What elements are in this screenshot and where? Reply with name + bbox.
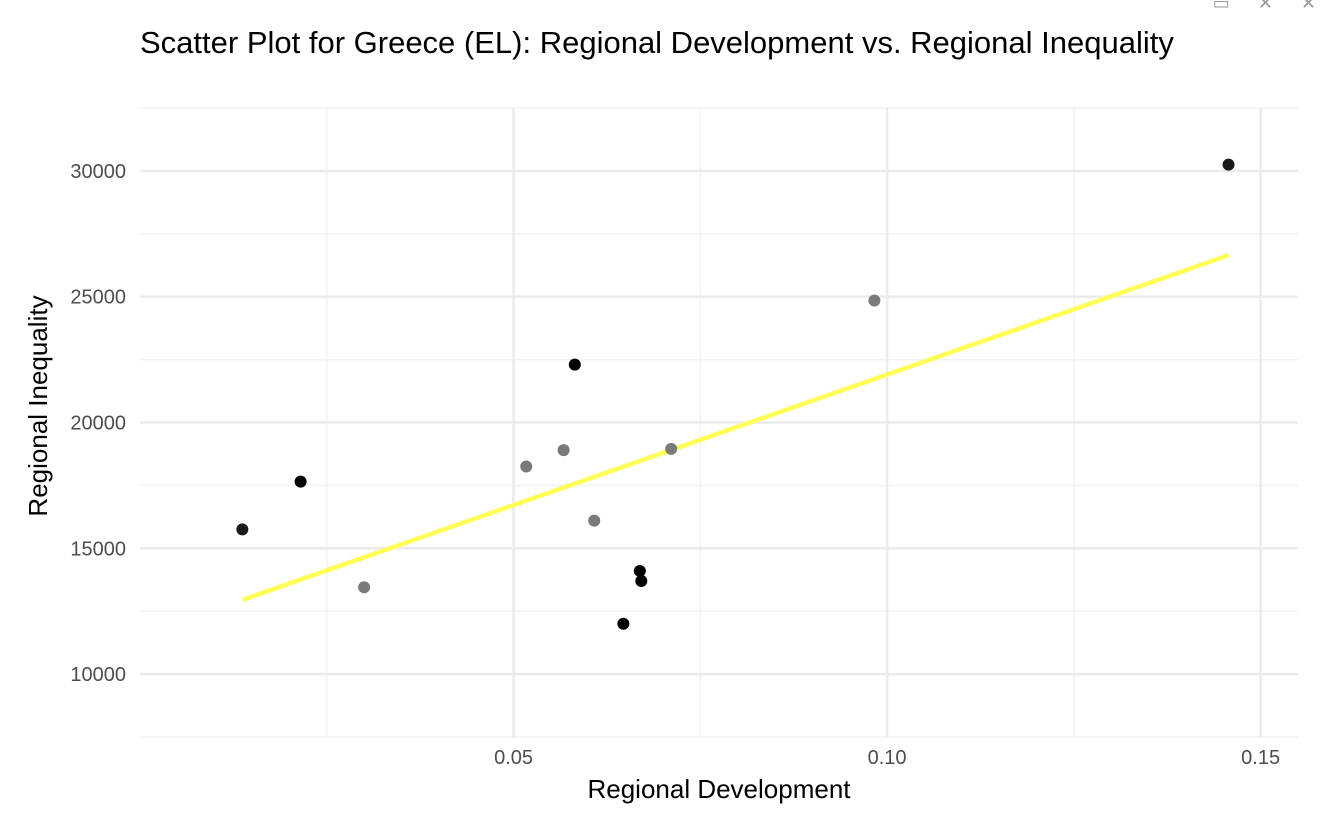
minimize-icon[interactable]: ✕ <box>1257 0 1273 13</box>
data-point <box>635 575 648 588</box>
x-tick-label: 0.10 <box>868 747 907 769</box>
data-point <box>588 514 601 527</box>
data-point <box>358 581 371 594</box>
x-tick-label: 0.05 <box>494 747 533 769</box>
points-layer <box>236 158 1235 630</box>
y-axis-label: Regional Inequality <box>23 295 53 516</box>
data-point <box>568 358 581 371</box>
y-tick-label: 10000 <box>70 664 126 686</box>
close-icon[interactable]: ✕ <box>1300 0 1316 13</box>
tick-labels: 10000 15000 20000 25000 30000 0.05 0.10 0.15 <box>70 161 1280 769</box>
data-point <box>557 444 570 457</box>
y-tick-label: 30000 <box>70 161 126 183</box>
chart-title: Scatter Plot for Greece (EL): Regional D… <box>140 25 1174 60</box>
data-point <box>236 523 249 536</box>
y-tick-label: 25000 <box>70 287 126 309</box>
data-point <box>665 442 678 455</box>
data-point <box>617 617 630 630</box>
y-tick-label: 20000 <box>70 413 126 435</box>
x-axis-label: Regional Development <box>587 774 851 804</box>
restore-icon[interactable]: ▭ <box>1212 0 1230 13</box>
data-point <box>633 564 646 577</box>
grid <box>140 107 1298 738</box>
y-tick-label: 15000 <box>70 538 126 560</box>
x-tick-label: 0.15 <box>1241 747 1280 769</box>
data-point <box>520 460 533 473</box>
data-point <box>1222 158 1235 171</box>
trend-line <box>241 253 1230 603</box>
data-point <box>868 294 881 307</box>
data-point <box>294 475 307 488</box>
trend-line-layer <box>241 253 1230 603</box>
window-controls: ▭ ✕ ✕ <box>1213 0 1316 12</box>
